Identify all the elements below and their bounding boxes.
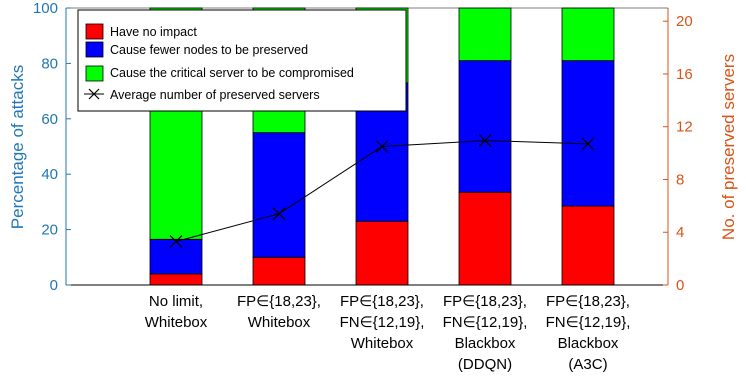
legend-label-compromised: Cause the critical server to be compromi… <box>110 66 354 80</box>
bar-segment-0-1 <box>252 256 306 286</box>
bar-segment-2-4 <box>561 7 615 62</box>
bar-segment-1-1 <box>252 132 306 258</box>
legend-swatch-no-impact <box>85 23 104 40</box>
y-tick-label-right-0: 0 <box>676 277 684 294</box>
legend-swatch-compromised <box>85 65 104 82</box>
legend-label-fewer-nodes: Cause fewer nodes to be preserved <box>110 43 308 57</box>
x-tick-label-line: Whitebox <box>248 314 311 331</box>
marker-stroke-b <box>272 207 286 221</box>
x-tick-label-line: (DDQN) <box>458 356 512 373</box>
x-tick-label-line: (A3C) <box>568 356 607 373</box>
y-tick-label-right-3: 12 <box>676 119 693 136</box>
avg-servers-point-0 <box>169 235 183 248</box>
x-tick-label-line: FN∈{12,19}, <box>340 314 425 331</box>
x-tick-label-1: FP∈{18,23}, Whitebox <box>237 293 321 331</box>
y-tick-label-right-2: 8 <box>676 171 684 188</box>
legend-label-no-impact: Have no impact <box>110 25 197 39</box>
avg-servers-point-3 <box>478 134 492 147</box>
bar-segment-0-4 <box>561 205 615 286</box>
x-tick-label-line: FN∈{12,19}, <box>443 314 528 331</box>
avg-servers-point-4 <box>581 137 595 151</box>
legend: Have no impact Cause fewer nodes to be p… <box>77 9 407 112</box>
y-tick-label-left-5: 100 <box>33 0 58 17</box>
x-tick-label-line: FP∈{18,23}, <box>340 293 424 310</box>
y-tick-label-left-2: 40 <box>41 166 58 183</box>
x-tick-label-2: FP∈{18,23}, FN∈{12,19}, Whitebox <box>340 293 425 352</box>
marker-stroke-b <box>478 134 492 147</box>
y-tick-label-left-4: 80 <box>41 55 58 72</box>
legend-box <box>77 9 407 112</box>
x-tick-label-line: FP∈{18,23}, <box>237 293 321 310</box>
axes-layer: 0 20 40 60 80 100 0 4 8 12 16 20 <box>33 0 693 294</box>
x-tick-label-line: Blackbox <box>455 335 516 352</box>
bar-segment-1-4 <box>561 60 615 207</box>
y-axis-label-right: No. of preserved servers <box>719 54 738 240</box>
x-tick-label-3: FP∈{18,23}, FN∈{12,19}, Blackbox (DDQN) <box>443 293 528 373</box>
bar-segment-0-0 <box>149 273 203 286</box>
bar-segment-0-3 <box>458 191 512 286</box>
bar-segment-1-3 <box>458 60 512 193</box>
marker-stroke-b <box>169 235 183 248</box>
avg-servers-point-1 <box>272 207 286 221</box>
y-axis-label-left: Percentage of attacks <box>8 65 27 229</box>
legend-swatch-fewer-nodes <box>85 41 104 58</box>
y-tick-label-right-4: 16 <box>676 66 693 83</box>
y-tick-label-left-1: 20 <box>41 222 58 239</box>
y-tick-label-left-3: 60 <box>41 111 58 128</box>
legend-label-avg-servers: Average number of preserved servers <box>110 88 320 102</box>
x-tick-label-0: No limit, Whitebox <box>145 293 208 331</box>
bar-segment-2-3 <box>458 7 512 62</box>
legend-marker-x-icon <box>84 88 104 100</box>
bar-segment-1-0 <box>149 238 203 275</box>
line-layer <box>169 134 595 248</box>
marker-stroke-b <box>581 137 595 151</box>
x-tick-label-4: FP∈{18,23}, FN∈{12,19}, Blackbox (A3C) <box>546 293 631 373</box>
y-tick-label-right-1: 4 <box>676 224 684 241</box>
x-tick-label-line: FP∈{18,23}, <box>443 293 527 310</box>
x-tick-label-line: Whitebox <box>351 335 414 352</box>
avg-servers-point-2 <box>375 140 389 153</box>
x-tick-label-line: No limit, <box>149 293 203 310</box>
y-tick-label-right-5: 20 <box>676 13 693 30</box>
y-tick-label-left-0: 0 <box>50 277 58 294</box>
x-tick-label-line: Blackbox <box>558 335 619 352</box>
x-tick-label-line: Whitebox <box>145 314 208 331</box>
marker-stroke-b <box>375 140 389 153</box>
bar-segment-0-2 <box>355 220 409 286</box>
x-tick-label-line: FN∈{12,19}, <box>546 314 631 331</box>
x-tick-label-line: FP∈{18,23}, <box>546 293 630 310</box>
